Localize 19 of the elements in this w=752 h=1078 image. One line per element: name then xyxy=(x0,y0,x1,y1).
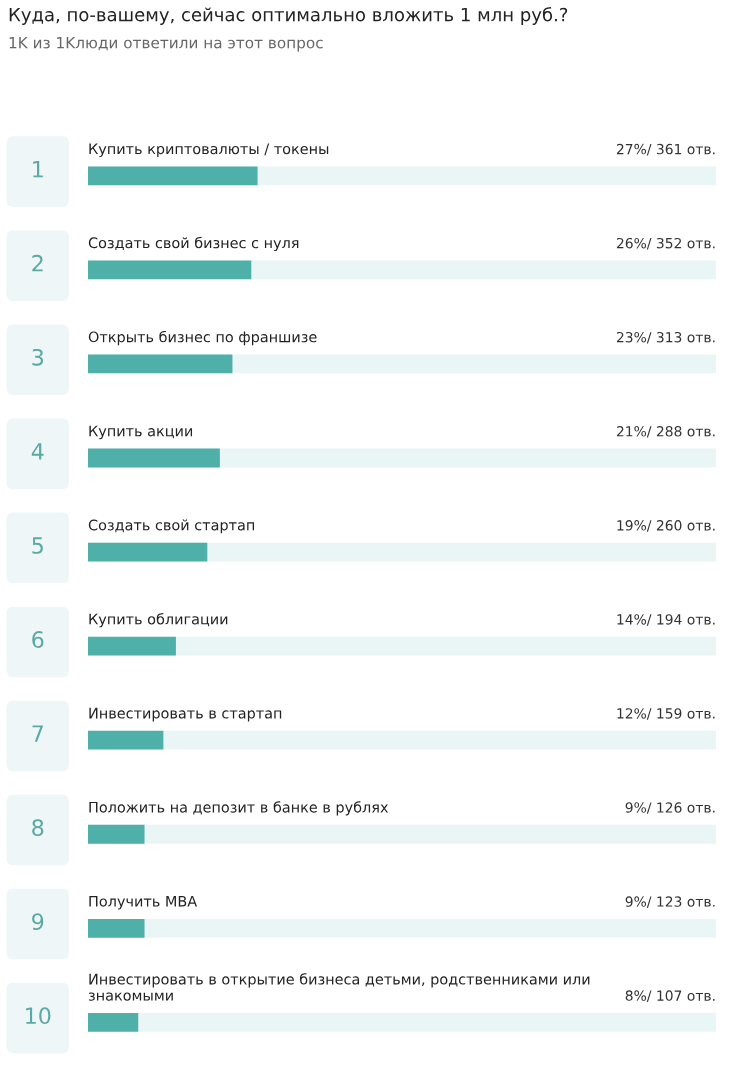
bar xyxy=(88,1012,139,1032)
bar xyxy=(88,448,220,468)
bar xyxy=(88,824,145,844)
text: 8 xyxy=(32,819,44,836)
text: 5 xyxy=(32,537,43,554)
bar xyxy=(88,542,208,562)
chart-title: Куда, по-вашему, сейчас оптимально вложить 1 млн руб.? xyxy=(9,7,568,25)
bar xyxy=(88,730,164,750)
text: 4 xyxy=(31,443,44,460)
text: 6 xyxy=(32,631,44,648)
text: 3 xyxy=(32,348,44,366)
text: 9 xyxy=(32,913,44,931)
text: 7 xyxy=(32,725,43,742)
bar xyxy=(88,636,176,656)
text: 1 xyxy=(33,161,43,178)
text: 2 xyxy=(32,254,43,272)
text: 10 xyxy=(26,1007,51,1025)
bar xyxy=(88,918,145,938)
bar xyxy=(88,354,233,374)
